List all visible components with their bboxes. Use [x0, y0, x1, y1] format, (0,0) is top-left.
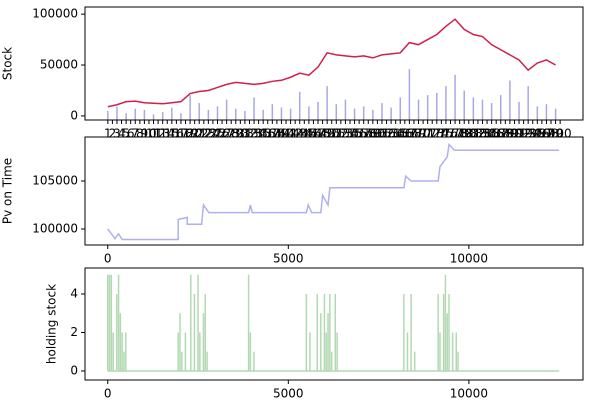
y-tick-label: 50000: [40, 58, 78, 72]
x-tick-label: 10000: [450, 387, 488, 401]
x-tick-label: 1: [104, 127, 112, 141]
y-tick-label: 100000: [32, 221, 78, 235]
x-tick-label: 100: [549, 127, 572, 141]
axes-frame: [84, 267, 584, 381]
x-tick-label: 2: [109, 127, 117, 141]
x-tick-label: 3: [113, 127, 121, 141]
x-tick-label: 10000: [450, 252, 488, 266]
x-tick-label: 5000: [273, 387, 304, 401]
x-tick-label: 0: [104, 252, 112, 266]
y-tick-label: 4: [70, 286, 78, 300]
x-tick-label: 7: [131, 127, 139, 141]
axes-frame: [84, 136, 584, 246]
x-tick-label: 0: [104, 387, 112, 401]
y-tick-label: 100000: [32, 7, 78, 21]
line: [107, 142, 560, 241]
line: [107, 18, 556, 108]
y-axis-label: Pv on Time: [1, 158, 15, 224]
y-tick-label: 0: [70, 108, 78, 122]
x-tick-label: 9: [141, 127, 149, 141]
x-tick-label: 5: [122, 127, 130, 141]
x-tick-label: 4: [118, 127, 126, 141]
y-axis-label: Stock: [1, 47, 15, 80]
x-tick-label: 8: [136, 127, 144, 141]
x-tick-label: 5000: [273, 252, 304, 266]
y-tick-label: 105000: [32, 173, 78, 187]
y-tick-label: 2: [70, 325, 78, 339]
y-tick-label: 0: [70, 363, 78, 377]
axes-frame: [84, 6, 584, 121]
x-tick-label: 6: [127, 127, 135, 141]
y-axis-label: holding stock: [45, 284, 59, 364]
